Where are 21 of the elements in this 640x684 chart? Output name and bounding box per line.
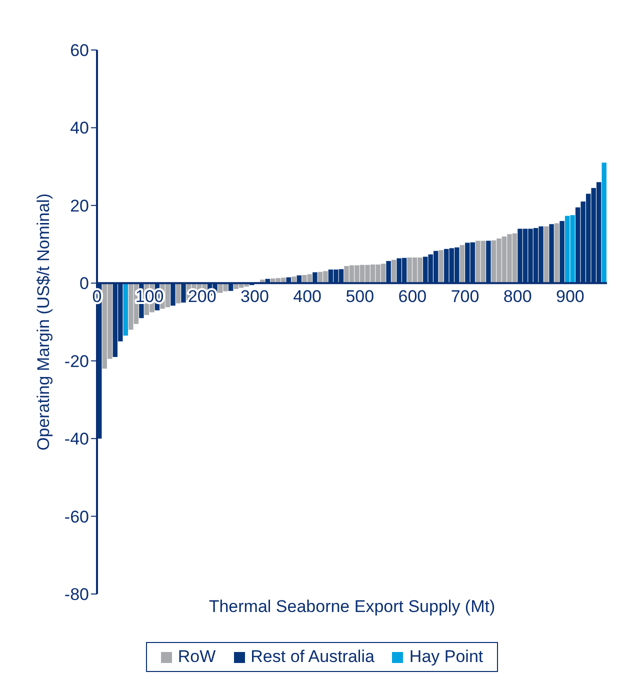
y-tick-label: -20 <box>64 352 89 371</box>
y-tick-label: 20 <box>70 196 89 216</box>
x-axis-title: Thermal Seaborne Export Supply (Mt) <box>208 597 496 616</box>
y-tick-label: -80 <box>64 585 89 604</box>
x-tick-label: 700 <box>450 287 480 306</box>
x-tick-label: 200 <box>188 287 216 306</box>
y-tick-label: -40 <box>64 430 89 449</box>
x-tick-label: 600 <box>398 287 427 306</box>
y-tick-label: 60 <box>70 41 89 60</box>
y-tick-label: 40 <box>70 118 89 138</box>
legend-label: Hay Point <box>408 647 484 667</box>
legend-label: RoW <box>176 647 216 667</box>
x-tick-label: 900 <box>556 287 584 306</box>
legend-label: Rest of Australia <box>250 647 374 667</box>
x-tick-label: 500 <box>346 287 374 306</box>
x-tick-label: 400 <box>293 287 322 306</box>
x-tick-label: 300 <box>240 287 269 306</box>
x-tick-label: 800 <box>503 287 532 306</box>
y-tick-label: -60 <box>64 507 89 526</box>
y-tick-label: 0 <box>80 274 89 294</box>
y-axis-title: Operating Margin (US$/t Nominal) <box>34 194 54 450</box>
